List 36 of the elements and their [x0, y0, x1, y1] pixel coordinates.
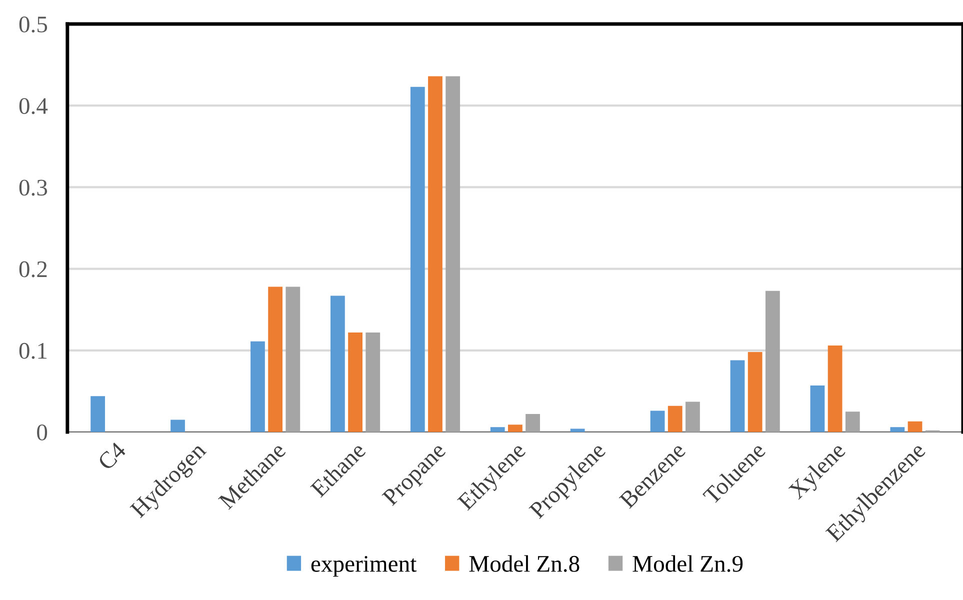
bar	[845, 412, 860, 432]
bar	[446, 76, 460, 432]
y-tick-label: 0.3	[19, 180, 48, 196]
bar	[286, 286, 300, 432]
bar	[428, 76, 442, 432]
bar	[730, 360, 745, 432]
bar	[330, 296, 345, 432]
bar	[650, 410, 665, 432]
bar	[526, 414, 540, 432]
bar	[170, 420, 185, 432]
bar	[668, 406, 682, 432]
bar	[490, 427, 505, 432]
bar	[828, 346, 842, 432]
bar	[686, 402, 700, 432]
legend-label: Model Zn.9	[632, 555, 743, 572]
bar	[748, 352, 762, 432]
y-tick-label: 0.5	[19, 16, 48, 33]
bar	[570, 428, 585, 432]
bar	[765, 290, 780, 432]
y-tick-label: 0.1	[19, 342, 47, 359]
legend-label: Model Zn.8	[469, 555, 580, 572]
bar	[508, 424, 522, 432]
y-tick-label: 0.2	[19, 261, 47, 278]
bar	[908, 421, 922, 432]
bar	[366, 332, 380, 432]
bar	[90, 396, 105, 432]
bar	[348, 332, 362, 432]
bar	[810, 385, 825, 432]
bar	[410, 86, 425, 432]
bar	[268, 286, 283, 432]
y-tick-label: 0.4	[19, 98, 48, 114]
y-tick-label: 0	[37, 424, 48, 440]
bar	[890, 427, 905, 432]
legend-label: experiment	[311, 556, 417, 577]
bar	[250, 341, 265, 432]
x-tick-label: C4	[97, 441, 127, 471]
